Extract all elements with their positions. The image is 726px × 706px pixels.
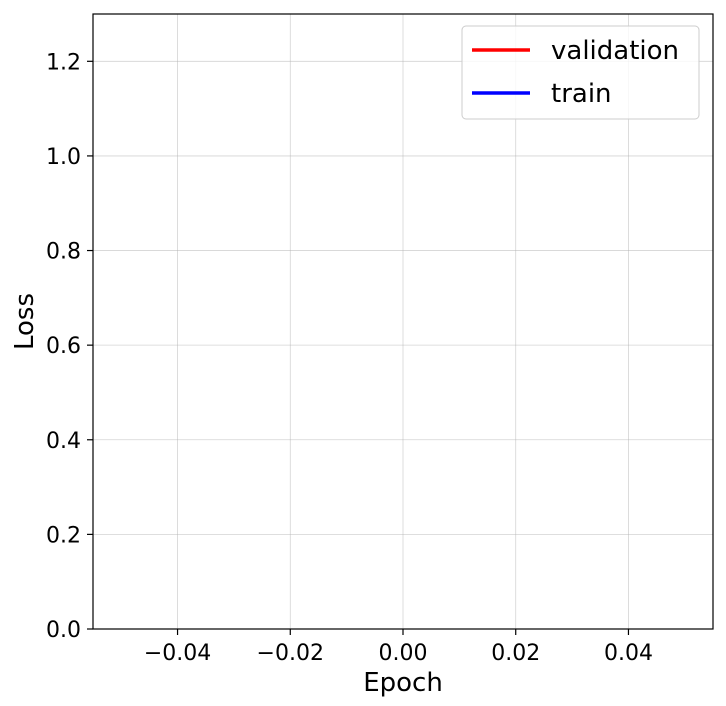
- x-axis-title: Epoch: [363, 668, 443, 698]
- x-tick-label: −0.04: [144, 641, 211, 666]
- y-axis-ticks: 0.0 0.2 0.4 0.6 0.8 1.0 1.2: [46, 50, 93, 643]
- y-axis-title: Loss: [10, 293, 40, 350]
- y-tick-label: 1.2: [46, 50, 81, 75]
- x-tick-label: 0.04: [604, 641, 653, 666]
- y-tick-label: 0.6: [46, 334, 81, 359]
- legend: validation train: [461, 25, 700, 120]
- y-tick-label: 0.4: [46, 429, 81, 454]
- x-axis-ticks: −0.04 −0.02 0.00 0.02 0.04: [144, 629, 653, 666]
- x-tick-label: 0.02: [491, 641, 540, 666]
- legend-label-validation: validation: [551, 36, 679, 66]
- x-tick-label: 0.00: [379, 641, 428, 666]
- y-tick-label: 0.0: [46, 618, 81, 643]
- y-tick-label: 1.0: [46, 145, 81, 170]
- legend-label-train: train: [551, 79, 612, 109]
- x-tick-label: −0.02: [257, 641, 324, 666]
- y-tick-label: 0.2: [46, 523, 81, 548]
- y-tick-label: 0.8: [46, 240, 81, 265]
